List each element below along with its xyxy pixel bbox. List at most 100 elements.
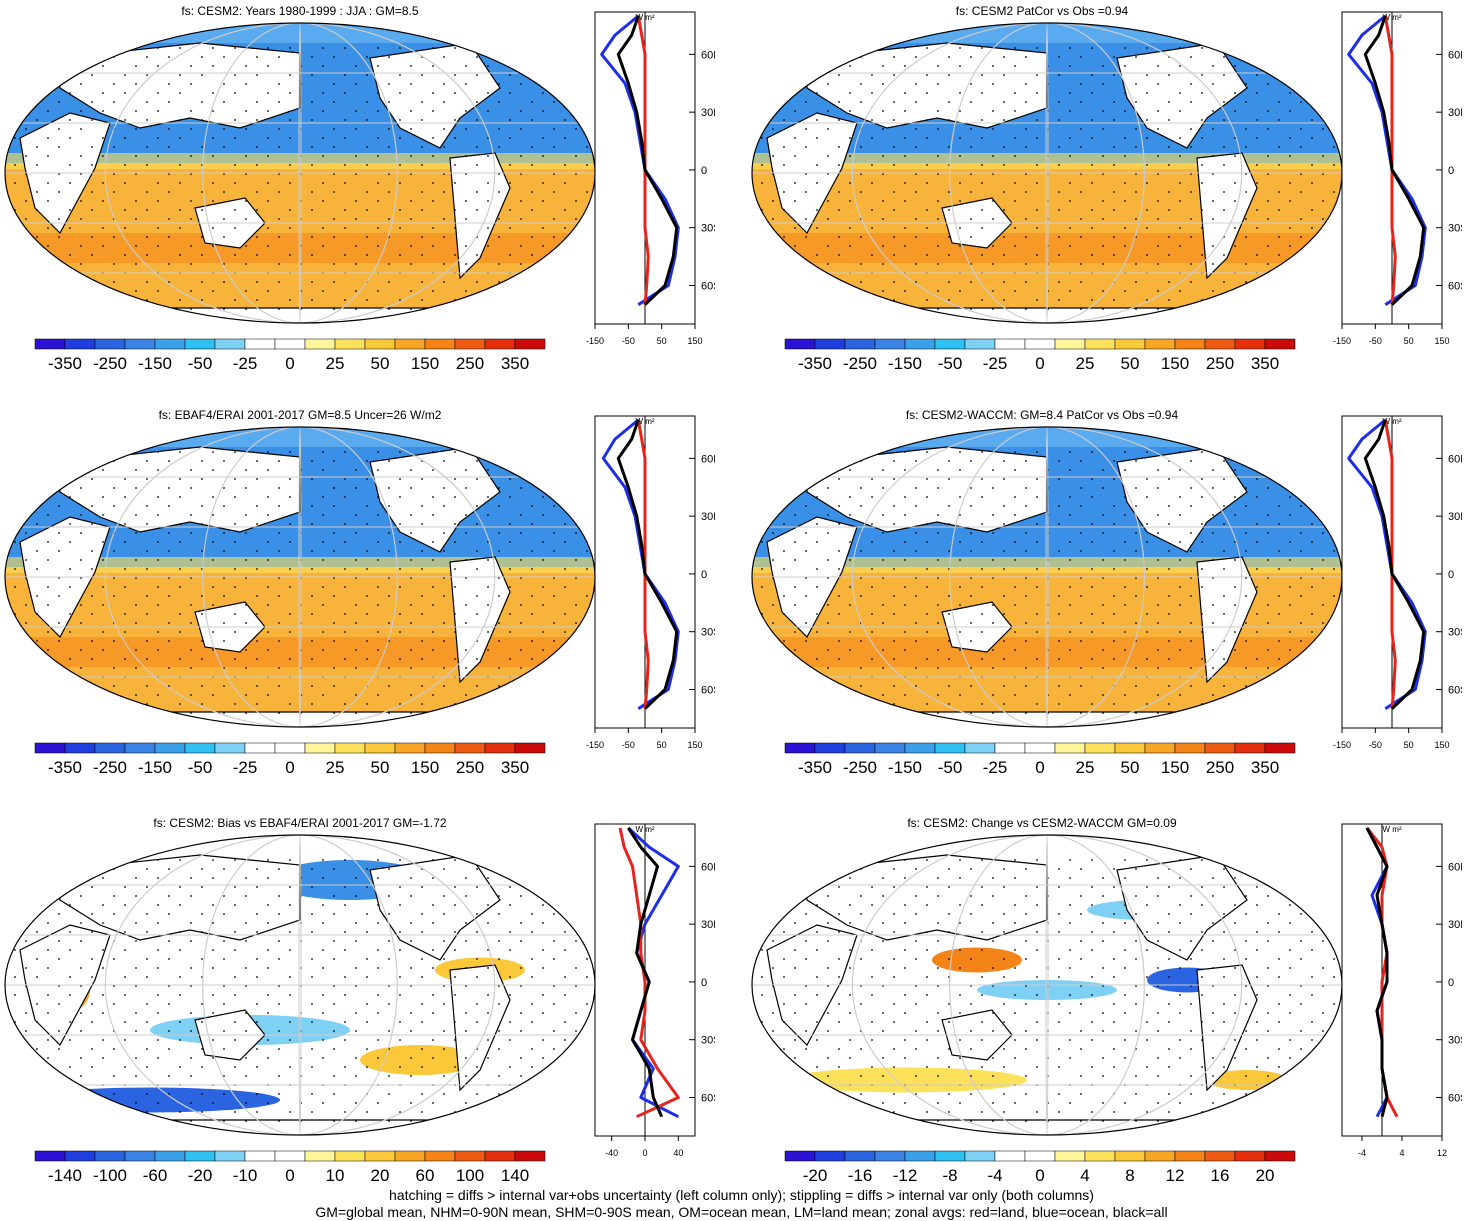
zonal-lat-label: 30N: [1448, 107, 1462, 119]
zonal-unit-label: W m²: [635, 417, 654, 426]
zonal-x-tick-label: -40: [605, 1148, 618, 1158]
zonal-x-tick-label: -150: [1333, 336, 1351, 346]
colorbar-label: 150: [1161, 354, 1189, 373]
colorbar-swatch: [1024, 742, 1056, 754]
colorbar-label: 250: [1206, 354, 1234, 373]
colorbar-swatch: [1174, 742, 1206, 754]
zonal-lat-label: 30N: [701, 919, 715, 931]
colorbar-label: -50: [188, 758, 213, 777]
colorbar-label: -50: [938, 354, 963, 373]
zonal-all-line: [616, 419, 679, 710]
zonal-lat-label: 60S: [701, 280, 715, 292]
antarctica-shape: [88, 1119, 522, 1135]
colorbar-swatch: [1204, 338, 1236, 350]
panel-cesm2-jja: fs: CESM2: Years 1980-1999 : JJA : GM=8.…: [0, 0, 720, 380]
colorbar-swatch: [184, 742, 216, 754]
colorbar-swatch: [94, 742, 126, 754]
zonal-x-tick-label: 150: [687, 336, 702, 346]
colorbar-label: -350: [798, 354, 832, 373]
anomaly-blob: [932, 947, 1022, 973]
colorbar-swatch: [784, 1150, 816, 1162]
colorbar-swatch: [1084, 742, 1116, 754]
colorbar-swatch: [1144, 742, 1176, 754]
colorbar-swatch: [934, 1150, 966, 1162]
colorbar-label: -60: [143, 1166, 168, 1185]
zonal-x-tick-label: 50: [1404, 740, 1414, 750]
southern-max-band: [5, 233, 595, 263]
zonal-lat-label: 0: [701, 569, 707, 581]
zonal-x-tick-label: 0: [642, 1148, 647, 1158]
zonal-ocean-line: [600, 14, 680, 306]
map-panel: [4, 426, 596, 728]
colorbar-swatch: [1024, 1150, 1056, 1162]
colorbar-swatch: [424, 1150, 456, 1162]
colorbar-swatch: [364, 1150, 396, 1162]
colorbar-label: 350: [1251, 354, 1279, 373]
map-field: [5, 23, 595, 323]
colorbar-label: 25: [326, 758, 345, 777]
colorbar-swatch: [454, 338, 486, 350]
zonal-lat-label: 60S: [701, 1092, 715, 1104]
colorbar-label: -250: [843, 354, 877, 373]
zonal-x-tick-label: 40: [673, 1148, 683, 1158]
colorbar-swatch: [874, 338, 906, 350]
colorbar-swatch: [1234, 338, 1266, 350]
south-america-shape: [449, 964, 511, 1092]
colorbar-label: 50: [371, 758, 390, 777]
panel-cesm2-patcor: fs: CESM2 PatCor vs Obs =0.94 W m² 60N 30N…: [742, 0, 1482, 380]
arctic-band: [752, 427, 1342, 447]
antarctica-shape: [88, 711, 522, 727]
colorbar: -350 -250 -150 -50 -25 0 25 50 150 250 350: [784, 338, 1296, 373]
colorbar-swatch: [844, 742, 876, 754]
colorbar-swatch: [784, 742, 816, 754]
colorbar-swatch: [394, 1150, 426, 1162]
colorbar-swatch: [784, 338, 816, 350]
southern-max-band: [5, 637, 595, 667]
zonal-lat-label: 0: [701, 165, 707, 177]
panel-cesm2-bias: fs: CESM2: Bias vs EBAF4/ERAI 2001-2017 …: [0, 812, 720, 1192]
zonal-lat-label: 30S: [1448, 223, 1462, 235]
equator-band: [5, 153, 595, 169]
panel-title: fs: CESM2: Years 1980-1999 : JJA : GM=8.…: [181, 4, 419, 18]
colorbar-swatch: [1054, 338, 1086, 350]
colorbar-label: -150: [888, 758, 922, 777]
colorbar-label: 150: [411, 354, 439, 373]
colorbar-swatch: [274, 338, 306, 350]
zonal-all-line: [627, 827, 664, 1118]
colorbar-swatch: [934, 742, 966, 754]
stippling: [761, 47, 1335, 310]
zonal-all-line: [1363, 419, 1426, 710]
colorbar-label: 50: [1121, 354, 1140, 373]
antarctica-shape: [835, 711, 1269, 727]
colorbar-swatch: [904, 1150, 936, 1162]
zonal-panel: W m² 60N 30N 0 30S 60S -150 -50 50 150: [1333, 415, 1462, 750]
antarctica-shape: [835, 307, 1269, 323]
colorbar-swatch: [1234, 1150, 1266, 1162]
colorbar-swatch: [1204, 742, 1236, 754]
colorbar-swatch: [124, 742, 156, 754]
zonal-lat-label: 30S: [1448, 627, 1462, 639]
zonal-lat-label: 0: [1448, 569, 1454, 581]
colorbar-swatch: [1264, 742, 1296, 754]
southern-max-band: [752, 233, 1342, 263]
colorbar-swatch: [64, 1150, 96, 1162]
panel-title: fs: CESM2: Change vs CESM2-WACCM GM=0.09: [907, 816, 1177, 830]
colorbar-label: -20: [188, 1166, 213, 1185]
colorbar-label: -350: [798, 758, 832, 777]
zonal-lat-label: 0: [701, 977, 707, 989]
zonal-lat-label: 30N: [1448, 511, 1462, 523]
colorbar-swatch: [844, 1150, 876, 1162]
colorbar-swatch: [214, 1150, 246, 1162]
colorbar-swatch: [1114, 338, 1146, 350]
colorbar-label: 25: [1076, 758, 1095, 777]
colorbar-label: -50: [188, 354, 213, 373]
panel-title: fs: CESM2 PatCor vs Obs =0.94: [955, 4, 1129, 18]
colorbar-label: -100: [93, 1166, 127, 1185]
colorbar-swatch: [994, 338, 1026, 350]
zonal-x-tick-label: 50: [657, 740, 667, 750]
colorbar-label: 350: [501, 354, 529, 373]
colorbar-swatch: [334, 742, 366, 754]
anomaly-blob: [977, 980, 1117, 1000]
south-america-shape: [1196, 964, 1258, 1092]
zonal-x-tick-label: 150: [1434, 336, 1449, 346]
